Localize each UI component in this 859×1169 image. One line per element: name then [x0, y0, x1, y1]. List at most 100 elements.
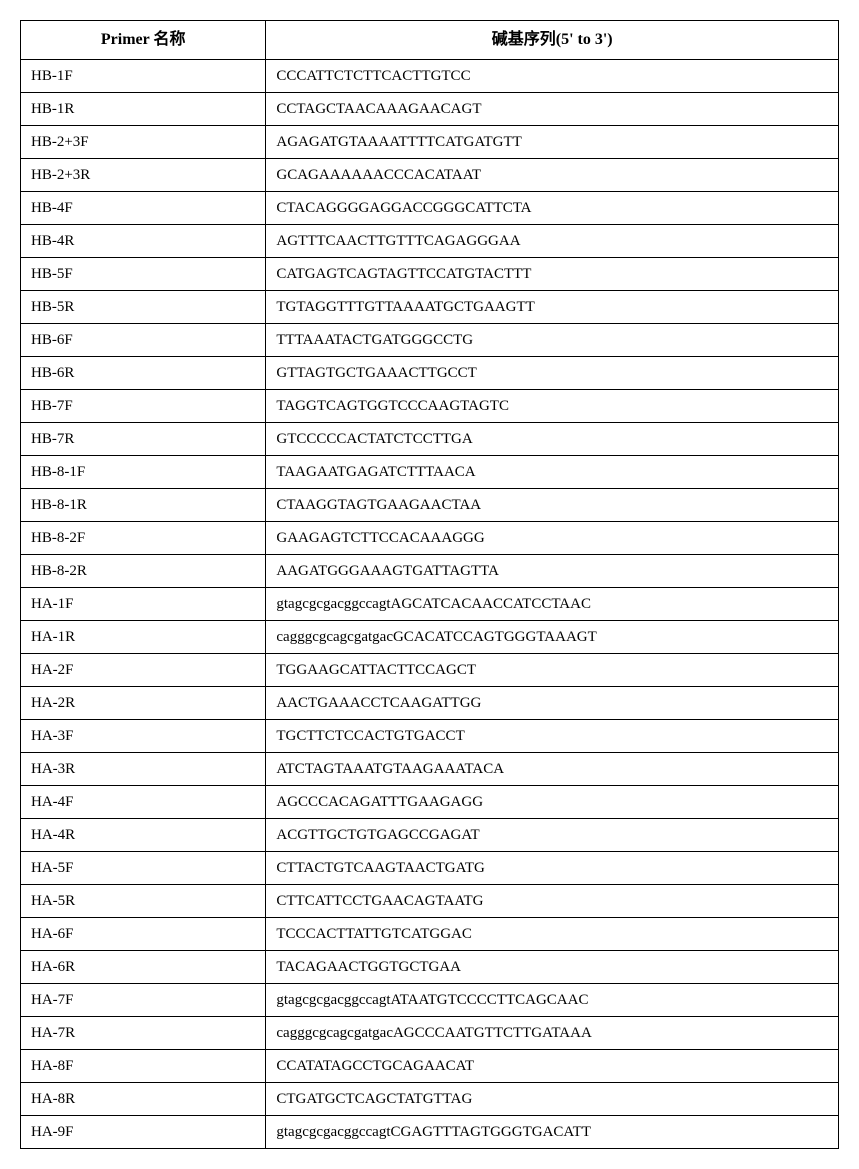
primer-name-cell: HA-1F	[21, 587, 266, 620]
col-header-sequence: 碱基序列(5' to 3')	[266, 21, 839, 60]
primer-name-cell: HB-4R	[21, 224, 266, 257]
sequence-cell: AACTGAAACCTCAAGATTGG	[266, 686, 839, 719]
primer-name-cell: HA-1R	[21, 620, 266, 653]
primer-name-cell: HA-8F	[21, 1049, 266, 1082]
primer-name-cell: HB-6R	[21, 356, 266, 389]
table-row: HB-5RTGTAGGTTTGTTAAAATGCTGAAGTT	[21, 290, 839, 323]
table-row: HB-4RAGTTTCAACTTGTTTCAGAGGGAA	[21, 224, 839, 257]
table-row: HA-1RcagggcgcagcgatgacGCACATCCAGTGGGTAAA…	[21, 620, 839, 653]
sequence-cell: CCTAGCTAACAAAGAACAGT	[266, 92, 839, 125]
sequence-cell: CTAAGGTAGTGAAGAACTAA	[266, 488, 839, 521]
table-row: HA-8RCTGATGCTCAGCTATGTTAG	[21, 1082, 839, 1115]
primer-name-cell: HA-3R	[21, 752, 266, 785]
primer-table: Primer 名称 碱基序列(5' to 3') HB-1FCCCATTCTCT…	[20, 20, 839, 1149]
table-row: HB-7FTAGGTCAGTGGTCCCAAGTAGTC	[21, 389, 839, 422]
sequence-cell: GCAGAAAAAACCCACATAAT	[266, 158, 839, 191]
table-row: HB-5FCATGAGTCAGTAGTTCCATGTACTTT	[21, 257, 839, 290]
sequence-cell: TGTAGGTTTGTTAAAATGCTGAAGTT	[266, 290, 839, 323]
table-row: HA-4FAGCCCACAGATTTGAAGAGG	[21, 785, 839, 818]
table-row: HA-3FTGCTTCTCCACTGTGACCT	[21, 719, 839, 752]
primer-name-cell: HA-6F	[21, 917, 266, 950]
sequence-cell: TAGGTCAGTGGTCCCAAGTAGTC	[266, 389, 839, 422]
primer-name-cell: HA-9F	[21, 1115, 266, 1148]
table-header-row: Primer 名称 碱基序列(5' to 3')	[21, 21, 839, 60]
table-row: HA-1FgtagcgcgacggccagtAGCATCACAACCATCCTA…	[21, 587, 839, 620]
primer-name-cell: HA-5F	[21, 851, 266, 884]
sequence-cell: TGGAAGCATTACTTCCAGCT	[266, 653, 839, 686]
primer-name-cell: HB-2+3F	[21, 125, 266, 158]
sequence-cell: AAGATGGGAAAGTGATTAGTTA	[266, 554, 839, 587]
col-header-primer-name: Primer 名称	[21, 21, 266, 60]
primer-name-cell: HB-7R	[21, 422, 266, 455]
table-row: HB-6RGTTAGTGCTGAAACTTGCCT	[21, 356, 839, 389]
sequence-cell: GTTAGTGCTGAAACTTGCCT	[266, 356, 839, 389]
sequence-cell: AGCCCACAGATTTGAAGAGG	[266, 785, 839, 818]
sequence-cell: CTTCATTCCTGAACAGTAATG	[266, 884, 839, 917]
sequence-cell: CCATATAGCCTGCAGAACAT	[266, 1049, 839, 1082]
table-row: HB-1FCCCATTCTCTTCACTTGTCC	[21, 59, 839, 92]
table-row: HB-8-2RAAGATGGGAAAGTGATTAGTTA	[21, 554, 839, 587]
primer-name-cell: HB-6F	[21, 323, 266, 356]
sequence-cell: TTTAAATACTGATGGGCCTG	[266, 323, 839, 356]
table-row: HB-7RGTCCCCCACTATCTCCTTGA	[21, 422, 839, 455]
primer-name-cell: HA-8R	[21, 1082, 266, 1115]
primer-name-cell: HB-8-2F	[21, 521, 266, 554]
primer-name-cell: HA-3F	[21, 719, 266, 752]
sequence-cell: TAAGAATGAGATCTTTAACA	[266, 455, 839, 488]
primer-name-cell: HA-7R	[21, 1016, 266, 1049]
table-row: HA-6RTACAGAACTGGTGCTGAA	[21, 950, 839, 983]
sequence-cell: CTGATGCTCAGCTATGTTAG	[266, 1082, 839, 1115]
primer-name-cell: HB-5F	[21, 257, 266, 290]
primer-name-cell: HB-7F	[21, 389, 266, 422]
sequence-cell: TCCCACTTATTGTCATGGAC	[266, 917, 839, 950]
table-row: HB-8-1FTAAGAATGAGATCTTTAACA	[21, 455, 839, 488]
sequence-cell: ATCTAGTAAATGTAAGAAATACA	[266, 752, 839, 785]
sequence-cell: GAAGAGTCTTCCACAAAGGG	[266, 521, 839, 554]
sequence-cell: gtagcgcgacggccagtCGAGTTTAGTGGGTGACATT	[266, 1115, 839, 1148]
primer-name-cell: HB-1R	[21, 92, 266, 125]
primer-name-cell: HA-4R	[21, 818, 266, 851]
sequence-cell: CTTACTGTCAAGTAACTGATG	[266, 851, 839, 884]
sequence-cell: CTACAGGGGAGGACCGGGCATTCTA	[266, 191, 839, 224]
sequence-cell: gtagcgcgacggccagtAGCATCACAACCATCCTAAC	[266, 587, 839, 620]
primer-name-cell: HA-2F	[21, 653, 266, 686]
primer-name-cell: HB-8-1R	[21, 488, 266, 521]
sequence-cell: GTCCCCCACTATCTCCTTGA	[266, 422, 839, 455]
primer-name-cell: HA-4F	[21, 785, 266, 818]
primer-name-cell: HA-2R	[21, 686, 266, 719]
sequence-cell: CATGAGTCAGTAGTTCCATGTACTTT	[266, 257, 839, 290]
table-row: HA-2RAACTGAAACCTCAAGATTGG	[21, 686, 839, 719]
table-row: HA-8FCCATATAGCCTGCAGAACAT	[21, 1049, 839, 1082]
primer-name-cell: HB-2+3R	[21, 158, 266, 191]
table-row: HA-7RcagggcgcagcgatgacAGCCCAATGTTCTTGATA…	[21, 1016, 839, 1049]
sequence-cell: AGAGATGTAAAATTTTCATGATGTT	[266, 125, 839, 158]
primer-name-cell: HB-1F	[21, 59, 266, 92]
primer-name-cell: HA-5R	[21, 884, 266, 917]
primer-name-cell: HB-8-2R	[21, 554, 266, 587]
sequence-cell: AGTTTCAACTTGTTTCAGAGGGAA	[266, 224, 839, 257]
table-row: HB-1RCCTAGCTAACAAAGAACAGT	[21, 92, 839, 125]
table-row: HB-2+3RGCAGAAAAAACCCACATAAT	[21, 158, 839, 191]
table-row: HA-2FTGGAAGCATTACTTCCAGCT	[21, 653, 839, 686]
table-row: HB-2+3FAGAGATGTAAAATTTTCATGATGTT	[21, 125, 839, 158]
table-row: HB-8-1RCTAAGGTAGTGAAGAACTAA	[21, 488, 839, 521]
sequence-cell: cagggcgcagcgatgacGCACATCCAGTGGGTAAAGT	[266, 620, 839, 653]
sequence-cell: ACGTTGCTGTGAGCCGAGAT	[266, 818, 839, 851]
primer-name-cell: HB-5R	[21, 290, 266, 323]
sequence-cell: CCCATTCTCTTCACTTGTCC	[266, 59, 839, 92]
table-row: HA-4RACGTTGCTGTGAGCCGAGAT	[21, 818, 839, 851]
table-row: HA-5RCTTCATTCCTGAACAGTAATG	[21, 884, 839, 917]
table-row: HB-4FCTACAGGGGAGGACCGGGCATTCTA	[21, 191, 839, 224]
primer-name-cell: HB-4F	[21, 191, 266, 224]
table-row: HA-5FCTTACTGTCAAGTAACTGATG	[21, 851, 839, 884]
primer-name-cell: HB-8-1F	[21, 455, 266, 488]
sequence-cell: TACAGAACTGGTGCTGAA	[266, 950, 839, 983]
table-body: HB-1FCCCATTCTCTTCACTTGTCCHB-1RCCTAGCTAAC…	[21, 59, 839, 1148]
primer-name-cell: HA-6R	[21, 950, 266, 983]
table-row: HA-3RATCTAGTAAATGTAAGAAATACA	[21, 752, 839, 785]
sequence-cell: TGCTTCTCCACTGTGACCT	[266, 719, 839, 752]
table-row: HA-6FTCCCACTTATTGTCATGGAC	[21, 917, 839, 950]
table-row: HA-9FgtagcgcgacggccagtCGAGTTTAGTGGGTGACA…	[21, 1115, 839, 1148]
sequence-cell: cagggcgcagcgatgacAGCCCAATGTTCTTGATAAA	[266, 1016, 839, 1049]
table-row: HB-6FTTTAAATACTGATGGGCCTG	[21, 323, 839, 356]
